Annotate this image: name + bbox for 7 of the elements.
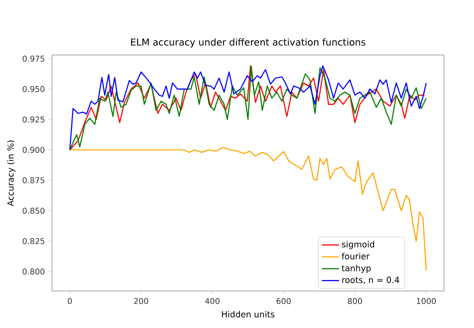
legend-label: roots, n = 0.4 [342, 276, 400, 284]
legend-label: sigmoid [342, 240, 374, 250]
x-axis-title: Hidden units [222, 310, 274, 318]
legend-label: fourier [342, 252, 370, 260]
y-axis-title: Accuracy (in %) [7, 140, 16, 206]
legend-label: tanhyp [342, 264, 371, 273]
chart-title: ELM accuracy under different activation functions [131, 38, 366, 48]
